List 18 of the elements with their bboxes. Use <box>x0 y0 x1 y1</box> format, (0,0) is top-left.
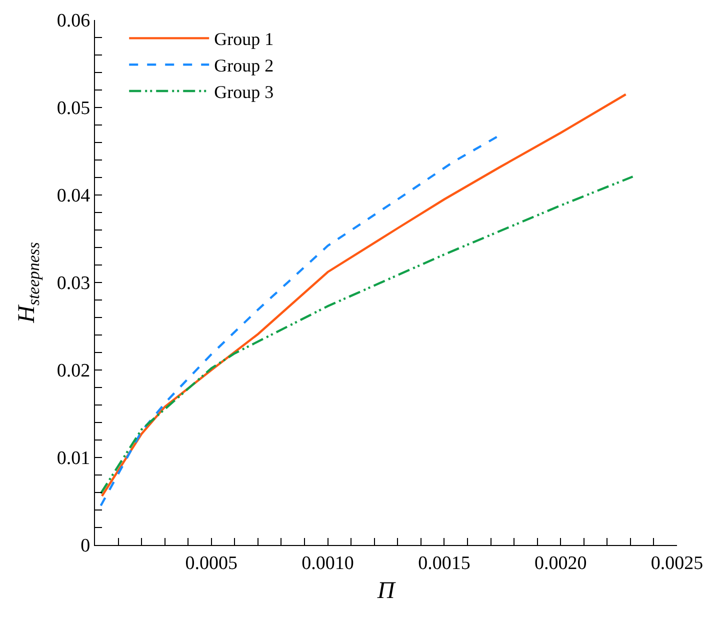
x-tick-label: 0.0015 <box>418 552 470 574</box>
legend-label: Group 3 <box>214 82 274 102</box>
y-tick-label: 0 <box>80 536 90 557</box>
x-axis-title: Π <box>376 578 396 604</box>
y-tick-label: 0.05 <box>56 98 90 120</box>
line-series <box>100 176 634 494</box>
x-tick-label: 0.0010 <box>302 552 354 574</box>
legend-label: Group 2 <box>214 56 274 76</box>
y-tick-label: 0.02 <box>56 360 90 382</box>
y-tick-label: 0.04 <box>56 186 91 207</box>
legend-label: Group 1 <box>214 29 274 50</box>
y-tick-label: 0.01 <box>56 448 90 470</box>
y-tick-label: 0.03 <box>56 273 90 294</box>
y-tick-label: 0.06 <box>56 10 90 32</box>
line-series <box>100 135 499 507</box>
x-tick-label: 0.0025 <box>650 552 704 574</box>
x-tick-label: 0.0005 <box>185 552 238 574</box>
x-tick-label: 0.0020 <box>534 552 587 574</box>
